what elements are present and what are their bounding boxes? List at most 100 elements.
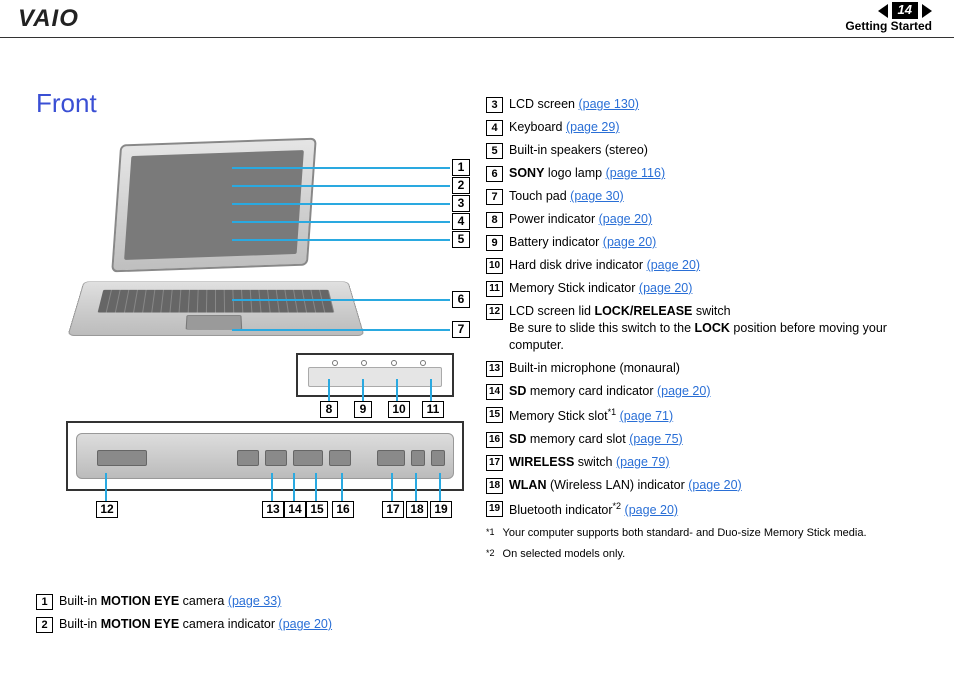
legend-number-10: 10 (486, 258, 503, 274)
legend-item-7: 7 Touch pad (page 30) (486, 188, 926, 205)
legend-item-4: 4 Keyboard (page 29) (486, 119, 926, 136)
legend-number-13: 13 (486, 361, 503, 377)
legend-text-8: Power indicator (page 20) (509, 211, 652, 228)
front-diagram: 1234567 891011 12131415161718 (56, 141, 476, 531)
callout-box-13: 13 (262, 501, 284, 518)
callout-box-4: 4 (452, 213, 470, 230)
page-link[interactable]: (page 33) (228, 594, 282, 608)
next-page-icon[interactable] (922, 4, 932, 18)
legend-text-11: Memory Stick indicator (page 20) (509, 280, 692, 297)
legend-number-19: 19 (486, 501, 503, 517)
legend-text-13: Built-in microphone (monaural) (509, 360, 680, 377)
legend-item-16: 16SD memory card slot (page 75) (486, 431, 926, 448)
legend-item-12: 12 LCD screen lid LOCK/RELEASE switchBe s… (486, 303, 926, 354)
legend-number-4: 4 (486, 120, 503, 136)
legend-number-9: 9 (486, 235, 503, 251)
legend-number-7: 7 (486, 189, 503, 205)
legend-item-9: 9 Battery indicator (page 20) (486, 234, 926, 251)
laptop-illustration (76, 141, 356, 351)
legend-text-19: Bluetooth indicator*2 (page 20) (509, 500, 678, 519)
legend-text-10: Hard disk drive indicator (page 20) (509, 257, 700, 274)
section-label: Getting Started (845, 19, 932, 35)
legend-text-5: Built-in speakers (stereo) (509, 142, 648, 159)
legend-item-3: 3 LCD screen (page 130) (486, 96, 926, 113)
legend-text-18: WLAN (Wireless LAN) indicator (page 20) (509, 477, 742, 494)
legend-number-1: 1 (36, 594, 53, 610)
legend-item-19: 19 Bluetooth indicator*2 (page 20) (486, 500, 926, 519)
callout-box-18: 18 (406, 501, 428, 518)
callout-box-14: 14 (284, 501, 306, 518)
page-link[interactable]: (page 130) (578, 97, 638, 111)
legend-item-2: 2 Built-in MOTION EYE camera indicator (p… (36, 616, 486, 633)
callout-box-17: 17 (382, 501, 404, 518)
page-link[interactable]: (page 20) (688, 478, 742, 492)
legend-text-14: SD memory card indicator (page 20) (509, 383, 711, 400)
legend-text-2: Built-in MOTION EYE camera indicator (pa… (59, 616, 332, 633)
legend-text-7: Touch pad (page 30) (509, 188, 624, 205)
legend-number-12: 12 (486, 304, 503, 320)
callout-box-16: 16 (332, 501, 354, 518)
legend-text-17: WIRELESS switch (page 79) (509, 454, 670, 471)
callout-box-7: 7 (452, 321, 470, 338)
legend-number-3: 3 (486, 97, 503, 113)
page-link[interactable]: (page 20) (657, 384, 711, 398)
legend-number-6: 6 (486, 166, 503, 182)
legend-number-11: 11 (486, 281, 503, 297)
footnote: *2On selected models only. (486, 548, 926, 564)
legend-text-6: SONY logo lamp (page 116) (509, 165, 665, 182)
page-link[interactable]: (page 20) (625, 503, 679, 517)
page-link[interactable]: (page 20) (647, 258, 701, 272)
callout-box-10: 10 (388, 401, 410, 418)
page-header: VAIO 14 Getting Started (0, 0, 954, 38)
legend-item-1: 1 Built-in MOTION EYE camera (page 33) (36, 593, 486, 610)
left-item-list: 1 Built-in MOTION EYE camera (page 33) 2 Bu… (36, 593, 486, 633)
legend-item-18: 18 WLAN (Wireless LAN) indicator (page 20… (486, 477, 926, 494)
page-link[interactable]: (page 20) (279, 617, 333, 631)
legend-number-15: 15 (486, 407, 503, 423)
callout-box-9: 9 (354, 401, 372, 418)
legend-text-15: Memory Stick slot*1 (page 71) (509, 406, 673, 425)
page-link[interactable]: (page 30) (570, 189, 624, 203)
legend-text-3: LCD screen (page 130) (509, 96, 639, 113)
page-link[interactable]: (page 75) (629, 432, 683, 446)
legend-text-12: LCD screen lid LOCK/RELEASE switchBe sur… (509, 303, 926, 354)
front-edge-detail-panel (66, 421, 464, 491)
page-link[interactable]: (page 20) (603, 235, 657, 249)
legend-number-17: 17 (486, 455, 503, 471)
callout-box-11: 11 (422, 401, 444, 418)
legend-number-8: 8 (486, 212, 503, 228)
legend-text-1: Built-in MOTION EYE camera (page 33) (59, 593, 281, 610)
prev-page-icon[interactable] (878, 4, 888, 18)
page-link[interactable]: (page 20) (599, 212, 653, 226)
legend-item-15: 15 Memory Stick slot*1 (page 71) (486, 406, 926, 425)
footnotes: *1Your computer supports both standard- … (486, 527, 926, 564)
callout-box-8: 8 (320, 401, 338, 418)
legend-text-4: Keyboard (page 29) (509, 119, 620, 136)
vaio-logo: VAIO (18, 5, 79, 33)
callout-box-15: 15 (306, 501, 328, 518)
legend-number-18: 18 (486, 478, 503, 494)
callout-box-5: 5 (452, 231, 470, 248)
legend-text-16: SD memory card slot (page 75) (509, 431, 683, 448)
page-link[interactable]: (page 71) (620, 409, 674, 423)
legend-text-9: Battery indicator (page 20) (509, 234, 656, 251)
legend-number-2: 2 (36, 617, 53, 633)
callout-box-19: 19 (430, 501, 452, 518)
legend-number-14: 14 (486, 384, 503, 400)
header-right: 14 Getting Started (845, 2, 932, 34)
callout-box-1: 1 (452, 159, 470, 176)
footnote: *1Your computer supports both standard- … (486, 527, 926, 543)
page-link[interactable]: (page 116) (606, 166, 666, 180)
page-number: 14 (892, 2, 918, 19)
legend-item-6: 6 SONY logo lamp (page 116) (486, 165, 926, 182)
callout-box-2: 2 (452, 177, 470, 194)
callout-box-12: 12 (96, 501, 118, 518)
page-link[interactable]: (page 20) (639, 281, 693, 295)
right-item-list: 3 LCD screen (page 130) 4 Keyboard (page 29… (486, 96, 926, 519)
page-link[interactable]: (page 29) (566, 120, 620, 134)
legend-item-10: 10 Hard disk drive indicator (page 20) (486, 257, 926, 274)
page-link[interactable]: (page 79) (616, 455, 670, 469)
legend-item-11: 11 Memory Stick indicator (page 20) (486, 280, 926, 297)
legend-item-14: 14 SD memory card indicator (page 20) (486, 383, 926, 400)
legend-item-5: 5Built-in speakers (stereo) (486, 142, 926, 159)
